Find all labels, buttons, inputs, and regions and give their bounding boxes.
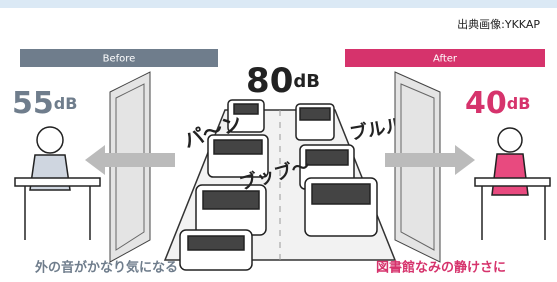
level-value: 40 — [465, 86, 507, 121]
infographic: 出典画像:YKKAP Before After パ〜ン ブッブ〜 ブルル 80d… — [0, 0, 557, 282]
level-unit: dB — [507, 94, 531, 113]
source: 出典画像:YKKAP — [457, 17, 540, 31]
level-value: 80 — [246, 61, 293, 101]
level-unit: dB — [293, 71, 320, 92]
after-caption: 図書館なみの静けさに — [376, 260, 506, 276]
level-value: 55 — [12, 86, 54, 121]
before-caption: 外の音がかなり気になる — [34, 260, 178, 276]
top-band — [0, 0, 557, 8]
after-label: After — [433, 54, 458, 65]
level-unit: dB — [54, 94, 78, 113]
before-label: Before — [103, 54, 136, 65]
